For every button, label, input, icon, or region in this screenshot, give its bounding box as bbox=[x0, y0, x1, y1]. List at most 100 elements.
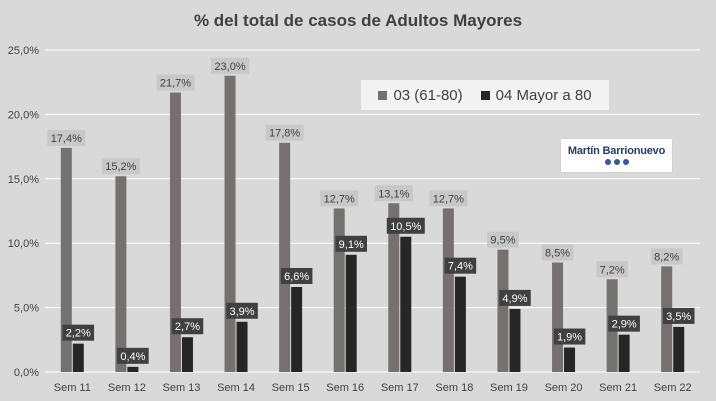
y-tick-label: 15,0% bbox=[8, 174, 39, 186]
bar-series-2 bbox=[236, 321, 248, 372]
chart-legend: 03 (61-80) 04 Mayor a 80 bbox=[361, 80, 609, 110]
data-label-series-1-box bbox=[211, 57, 250, 74]
data-label-series-1-box bbox=[541, 244, 574, 261]
data-label-series-2: 6,6% bbox=[284, 271, 309, 283]
bar-series-1 bbox=[497, 249, 509, 372]
bar-series-2 bbox=[564, 347, 576, 372]
data-label-series-2-box bbox=[499, 289, 531, 306]
x-tick-label: Sem 12 bbox=[108, 382, 146, 394]
bar-series-2 bbox=[345, 254, 357, 372]
data-label-series-2-box bbox=[386, 217, 425, 234]
data-label-series-1: 15,2% bbox=[105, 161, 136, 173]
bar-series-1 bbox=[279, 142, 291, 372]
bar-series-2 bbox=[127, 366, 139, 372]
data-label-series-2-box bbox=[117, 347, 149, 364]
legend-item-series-1: 03 (61-80) bbox=[378, 86, 463, 104]
data-label-series-1: 13,1% bbox=[378, 188, 409, 200]
bar-series-2 bbox=[618, 334, 630, 372]
data-label-series-1: 17,4% bbox=[51, 133, 82, 145]
data-label-series-2: 9,1% bbox=[339, 239, 364, 251]
data-label-series-2-box bbox=[62, 324, 95, 341]
x-tick-label: Sem 11 bbox=[54, 382, 91, 394]
data-label-series-2-box bbox=[171, 318, 204, 335]
data-label-series-2: 7,4% bbox=[448, 261, 473, 273]
author-logo: Martín Barrionuevo bbox=[561, 139, 672, 172]
data-label-series-1-box bbox=[265, 124, 304, 141]
bar-series-1 bbox=[442, 208, 454, 372]
data-label-series-2-box bbox=[608, 315, 640, 332]
bar-series-1 bbox=[169, 92, 181, 372]
legend-label-series-2: 04 Mayor a 80 bbox=[495, 86, 592, 104]
x-tick-label: Sem 15 bbox=[272, 382, 310, 394]
y-tick-label: 25,0% bbox=[8, 45, 39, 57]
bar-series-2 bbox=[454, 276, 466, 372]
data-label-series-2-box bbox=[553, 328, 586, 345]
data-label-series-2-box bbox=[280, 267, 313, 284]
logo-name: Martín Barrionuevo bbox=[567, 145, 666, 157]
data-label-series-1-box bbox=[487, 231, 519, 248]
data-label-series-1-box bbox=[156, 74, 195, 91]
twitter-icon bbox=[613, 159, 620, 165]
data-label-series-2-box bbox=[335, 235, 368, 252]
data-label-series-1: 12,7% bbox=[433, 193, 464, 205]
x-tick-label: Sem 19 bbox=[490, 382, 528, 394]
x-tick-label: Sem 17 bbox=[381, 382, 419, 394]
chart-title: % del total de casos de Adultos Mayores bbox=[193, 11, 523, 30]
data-label-series-2: 2,7% bbox=[175, 321, 200, 333]
data-label-series-1-box bbox=[320, 190, 359, 207]
data-label-series-2: 0,4% bbox=[120, 351, 145, 363]
data-label-series-1: 8,2% bbox=[654, 251, 679, 263]
data-label-series-1-box bbox=[47, 129, 86, 146]
facebook-icon bbox=[604, 159, 611, 165]
bar-series-1 bbox=[333, 208, 345, 372]
x-tick-label: Sem 18 bbox=[435, 382, 473, 394]
data-label-series-1: 7,2% bbox=[600, 264, 625, 276]
y-tick-label: 20,0% bbox=[8, 109, 39, 121]
bar-series-1 bbox=[115, 176, 127, 372]
bar-series-2 bbox=[673, 326, 685, 372]
data-label-series-2-box bbox=[226, 302, 258, 319]
data-label-series-1: 8,5% bbox=[545, 248, 570, 260]
data-label-series-1-box bbox=[596, 261, 628, 278]
data-label-series-1: 21,7% bbox=[160, 78, 191, 90]
x-tick-label: Sem 14 bbox=[217, 382, 255, 394]
bar-series-2 bbox=[400, 236, 412, 372]
x-tick-label: Sem 13 bbox=[162, 382, 200, 394]
data-label-series-1-box bbox=[650, 248, 683, 265]
data-label-series-1: 9,5% bbox=[490, 235, 515, 247]
x-tick-label: Sem 21 bbox=[599, 382, 637, 394]
data-label-series-2: 2,9% bbox=[612, 319, 637, 331]
y-tick-label: 10,0% bbox=[8, 238, 39, 250]
data-label-series-1: 12,7% bbox=[324, 193, 355, 205]
data-label-series-2-box bbox=[662, 307, 695, 324]
data-label-series-1-box bbox=[374, 185, 413, 202]
data-label-series-1-box bbox=[101, 158, 140, 175]
social-icons bbox=[561, 159, 672, 165]
bar-series-2 bbox=[509, 308, 521, 372]
legend-swatch-series-2 bbox=[480, 90, 490, 100]
x-tick-label: Sem 22 bbox=[654, 382, 692, 394]
bar-series-2 bbox=[181, 337, 193, 372]
data-label-series-2: 4,9% bbox=[502, 293, 527, 305]
bar-series-1 bbox=[552, 262, 564, 372]
data-label-series-1: 23,0% bbox=[214, 61, 245, 73]
y-tick-label: 0,0% bbox=[14, 367, 39, 379]
data-label-series-1: 17,8% bbox=[269, 128, 300, 140]
data-label-series-2-box bbox=[444, 257, 477, 274]
bar-series-2 bbox=[291, 286, 303, 372]
data-label-series-2: 3,5% bbox=[666, 311, 691, 323]
legend-label-series-1: 03 (61-80) bbox=[393, 86, 463, 104]
data-label-series-1-box bbox=[429, 190, 468, 207]
bar-series-2 bbox=[72, 343, 84, 372]
x-tick-label: Sem 20 bbox=[545, 382, 583, 394]
data-label-series-2: 1,9% bbox=[557, 332, 582, 344]
data-label-series-2: 3,9% bbox=[230, 306, 255, 318]
x-tick-label: Sem 16 bbox=[326, 382, 364, 394]
data-label-series-2: 2,2% bbox=[66, 328, 91, 340]
legend-swatch-series-1 bbox=[378, 90, 388, 100]
bar-series-1 bbox=[388, 203, 400, 372]
bar-series-1 bbox=[60, 147, 72, 372]
legend-item-series-2: 04 Mayor a 80 bbox=[480, 86, 592, 104]
